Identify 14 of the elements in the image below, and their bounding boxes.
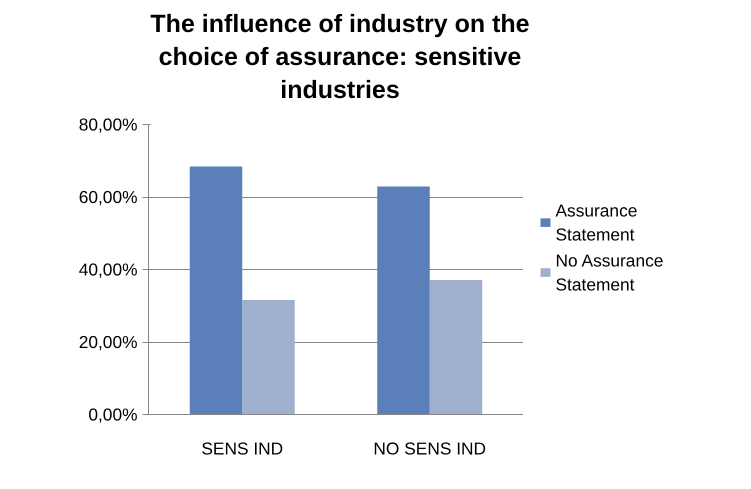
x-tick-label: SENS IND <box>201 438 284 458</box>
bar <box>430 280 482 414</box>
bar <box>190 166 242 414</box>
legend-label: Assurance Statement <box>556 200 638 245</box>
y-tick-label: 0,00% <box>88 404 138 424</box>
chart-title: The influence of industry on the choice of assurance: sensitive industries <box>150 9 530 106</box>
x-tick-label: NO SENS IND <box>373 438 486 458</box>
y-tick-label: 20,00% <box>78 332 138 352</box>
y-tick-label: 60,00% <box>78 187 138 207</box>
legend-label: No Assurance Statement <box>556 250 664 295</box>
bar <box>242 300 295 414</box>
y-tick-label: 80,00% <box>78 114 138 134</box>
bar <box>377 186 430 414</box>
y-tick-label: 40,00% <box>78 260 138 280</box>
